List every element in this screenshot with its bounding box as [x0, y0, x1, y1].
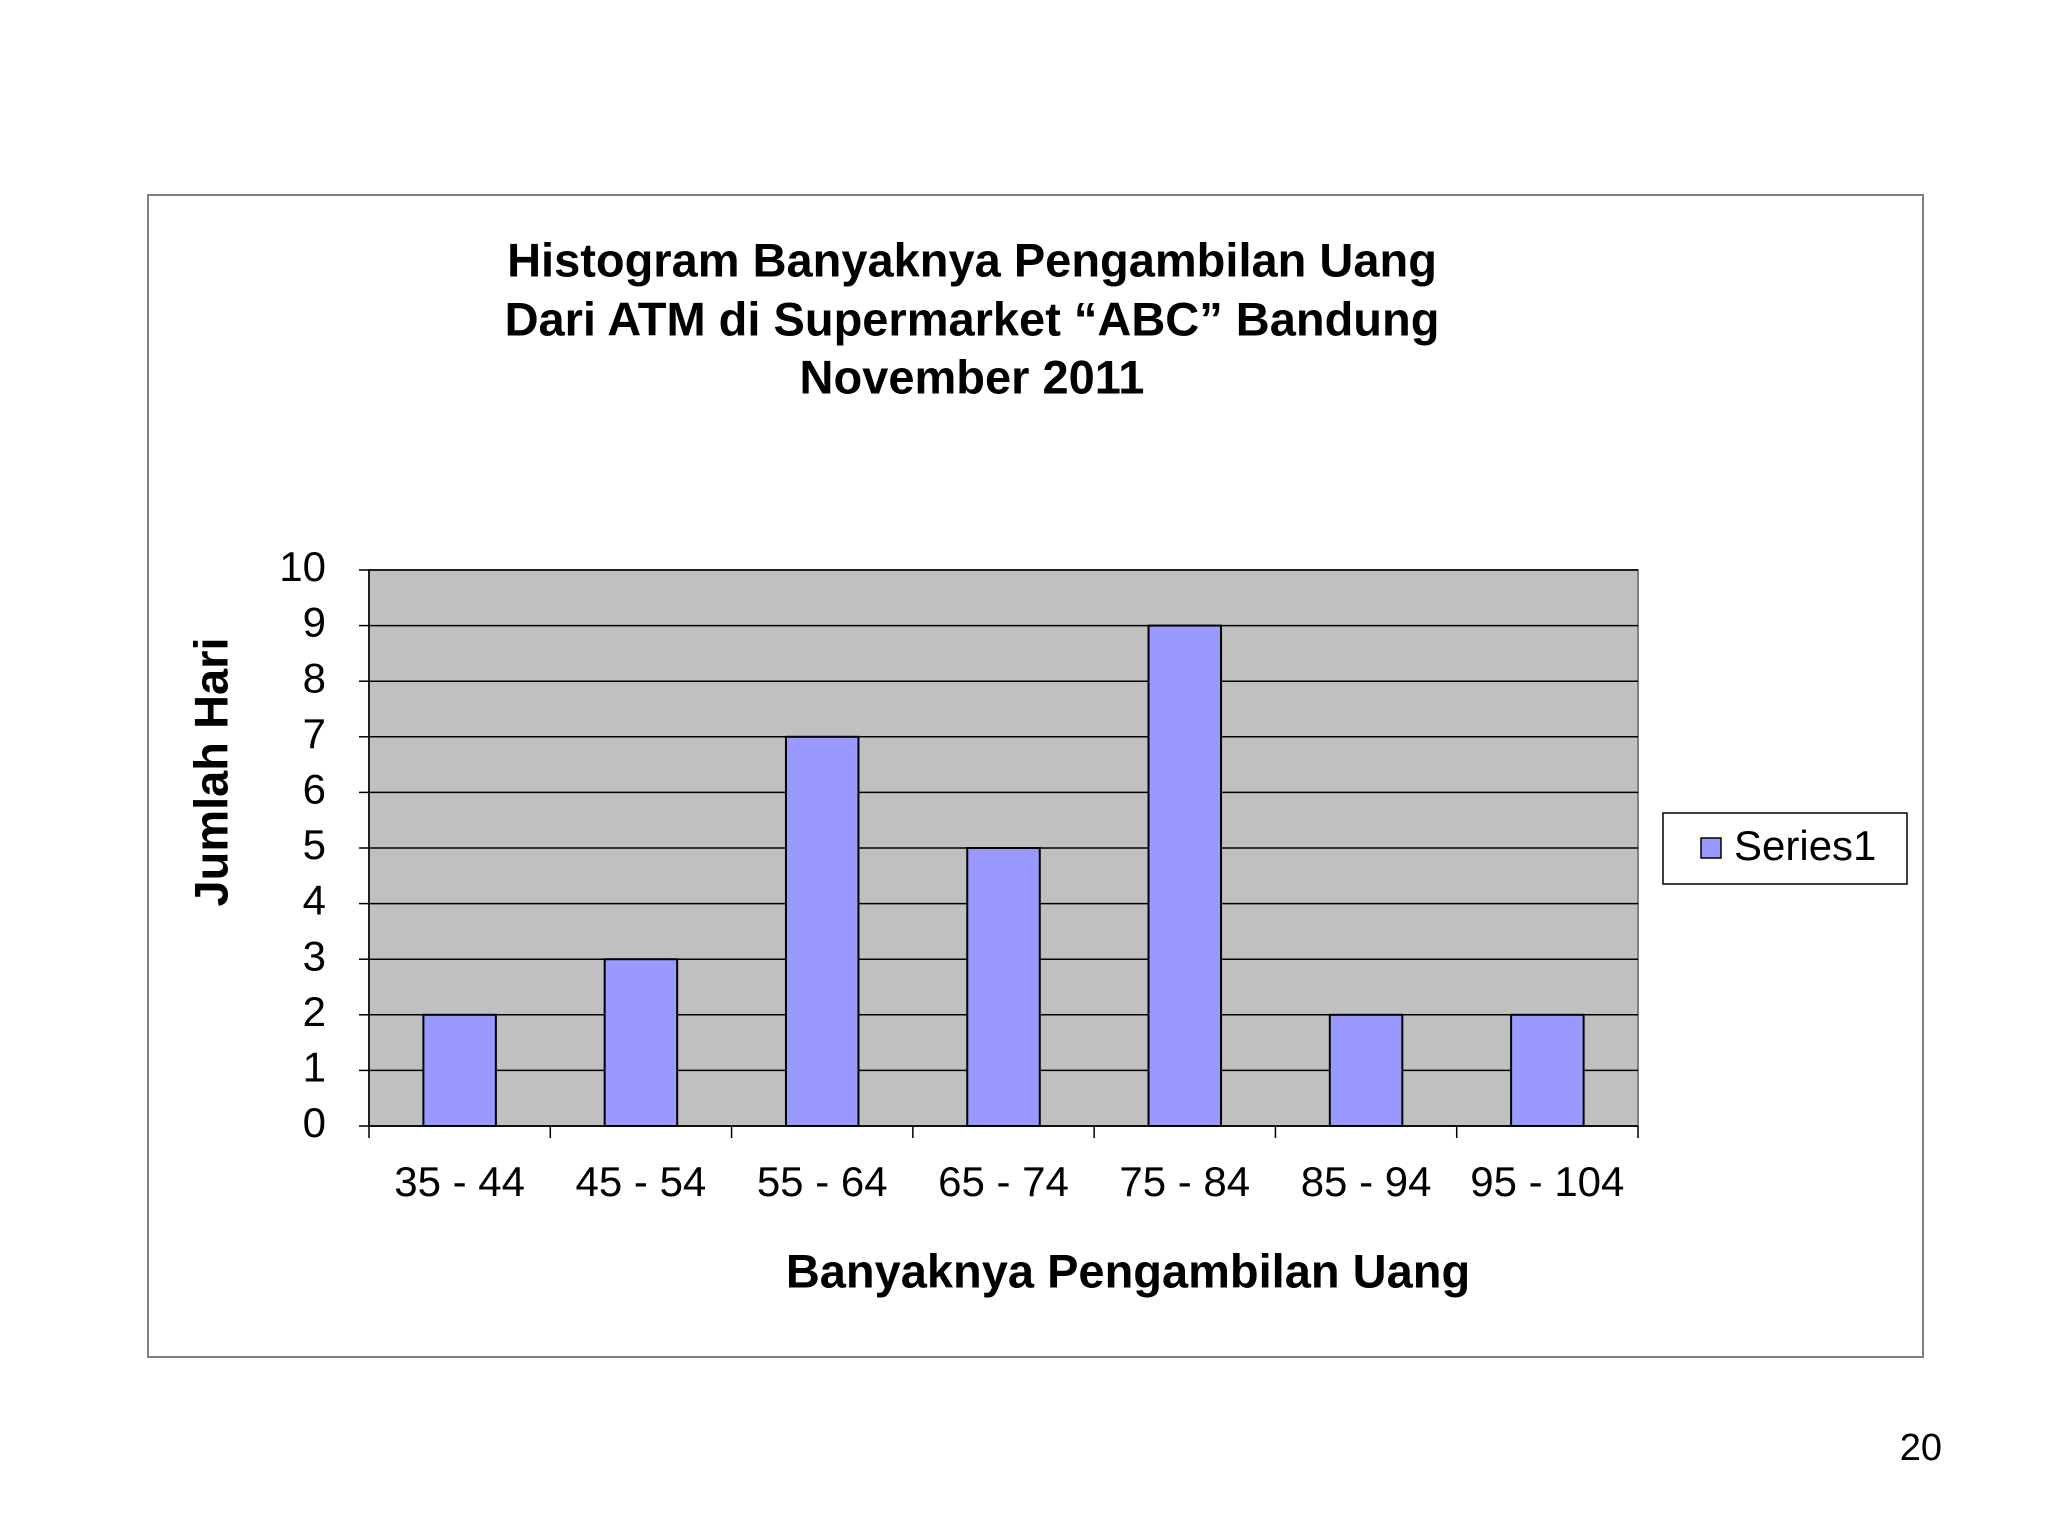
- y-tick-label: 6: [303, 765, 326, 812]
- y-axis-title: Jumlah Hari: [184, 637, 237, 906]
- chart-title: Histogram Banyaknya Pengambilan Uang: [507, 233, 1437, 286]
- y-tick-label: 4: [303, 877, 326, 924]
- x-tick-label: 95 - 104: [1470, 1158, 1624, 1205]
- y-tick-label: 10: [279, 543, 326, 590]
- y-tick-label: 7: [303, 710, 326, 757]
- y-tick-label: 8: [303, 654, 326, 701]
- x-tick-label: 75 - 84: [1119, 1158, 1250, 1205]
- y-tick-label: 3: [303, 932, 326, 979]
- x-axis-title: Banyaknya Pengambilan Uang: [786, 1244, 1470, 1297]
- y-tick-label: 1: [303, 1043, 326, 1090]
- x-tick-label: 65 - 74: [938, 1158, 1069, 1205]
- y-tick-label: 5: [303, 821, 326, 868]
- bar: [603, 958, 679, 1128]
- bar: [1328, 1013, 1404, 1127]
- x-tick-label: 45 - 54: [576, 1158, 707, 1205]
- x-tick-label: 85 - 94: [1301, 1158, 1432, 1205]
- bar: [1510, 1013, 1585, 1127]
- bar: [1147, 624, 1223, 1127]
- y-tick-label: 2: [303, 988, 326, 1035]
- x-tick-label: 35 - 44: [394, 1158, 525, 1205]
- bar: [422, 1013, 497, 1127]
- legend-swatch: [1700, 837, 1722, 859]
- y-tick-label: 9: [303, 599, 326, 646]
- bar: [784, 735, 860, 1127]
- legend-label: Series1: [1734, 822, 1876, 869]
- slide-number: 20: [1900, 1427, 1942, 1469]
- bar: [966, 847, 1041, 1127]
- x-tick-label: 55 - 64: [757, 1158, 888, 1205]
- chart-title: November 2011: [800, 350, 1145, 403]
- y-tick-label: 0: [303, 1099, 326, 1146]
- chart-title: Dari ATM di Supermarket “ABC” Bandung: [505, 292, 1440, 345]
